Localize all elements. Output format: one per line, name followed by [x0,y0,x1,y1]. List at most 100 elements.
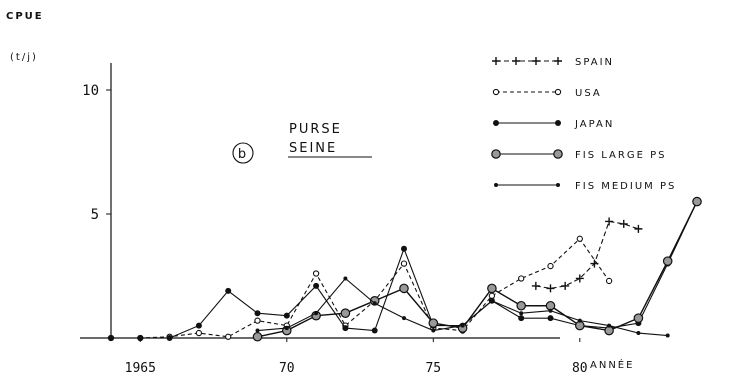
data-point [431,328,436,333]
data-point [547,262,554,270]
legend-item: JAPAN [493,119,614,130]
data-point [574,320,585,331]
data-point [492,57,500,65]
data-point [634,224,643,233]
data-point [605,277,613,285]
legend: SPAIN USA JAPAN FIS LARGE PS FIS MEDIUM PS [491,57,676,192]
data-point [225,333,232,340]
data-point [554,88,562,96]
data-point [195,329,203,337]
data-point [491,149,501,159]
legend-label: USA [575,88,602,99]
data-point [519,311,524,316]
data-point [401,245,407,252]
data-point [402,316,406,321]
y-axis-label: CPUE [6,11,44,22]
data-point [561,281,570,290]
data-point [607,323,612,328]
annotation-letter: b [238,147,248,162]
x-tick-label: 1965 [125,361,156,376]
data-point [554,57,562,65]
data-point [555,120,561,126]
annotation-line2: SEINE [289,141,337,156]
data-point [516,300,526,311]
x-tick-label: 75 [425,361,441,376]
data-point [225,287,232,294]
data-point [662,256,673,266]
data-point [460,323,465,328]
legend-label: FIS MEDIUM PS [575,181,676,192]
legend-item: SPAIN [492,57,614,68]
data-point [636,331,641,336]
series-japan [108,198,700,341]
axis-ticks: 1965 70 75 80 5 10 [82,83,587,376]
data-point [343,276,348,281]
legend-item: FIS LARGE PS [491,149,666,161]
data-point [518,315,525,322]
data-point [488,292,496,299]
series-fis-large-ps [252,196,702,342]
legend-item: USA [492,88,602,99]
data-point [252,331,263,342]
data-point [605,217,614,226]
data-point [137,335,144,341]
data-point [342,325,349,332]
data-point [340,308,351,318]
y-axis-unit: (t/j) [10,52,38,63]
data-point [548,308,553,313]
legend-label: FIS LARGE PS [575,150,666,161]
data-point [195,322,202,329]
data-point [546,284,555,293]
legend-label: SPAIN [575,57,614,68]
data-point [284,326,289,331]
annotation: b PURSE SEINE [232,122,372,164]
data-point [399,283,409,294]
data-point [492,88,500,96]
data-point [575,274,584,283]
data-point [556,183,560,187]
data-point [665,333,670,338]
data-point [547,315,554,322]
series-fis-medium-ps [255,276,670,338]
x-tick-label: 70 [279,361,295,376]
data-point [576,235,583,242]
data-point [314,311,319,316]
data-point [108,335,114,341]
series-line [535,220,639,289]
legend-item: FIS MEDIUM PS [494,181,676,192]
annotation-line1: PURSE [289,122,342,137]
data-point [428,318,439,328]
data-point [619,219,628,228]
data-point [255,328,260,333]
annotation-circle [232,142,254,164]
data-point [577,318,582,323]
data-point [692,196,702,207]
series-layer [107,196,702,342]
data-point [254,310,261,317]
x-axis-label: ANNÉE [590,358,634,371]
data-point [604,325,614,336]
data-point [371,327,378,334]
data-point [493,120,499,126]
data-point [545,300,556,311]
y-tick-label: 5 [91,207,99,223]
x-tick-label: 80 [572,361,588,376]
data-point [283,312,290,319]
y-tick-label: 10 [82,83,99,99]
data-point [487,283,497,294]
data-point [489,298,494,303]
data-point [531,281,540,290]
legend-label: JAPAN [574,119,614,130]
data-point [494,183,498,187]
series-line [111,237,610,339]
data-point [400,260,408,267]
data-point [372,301,377,306]
data-point [518,275,525,282]
data-point [633,313,644,323]
series-spain [531,217,643,293]
data-point [254,317,261,324]
data-point [553,149,563,159]
data-point [312,270,320,277]
data-point [512,57,520,65]
